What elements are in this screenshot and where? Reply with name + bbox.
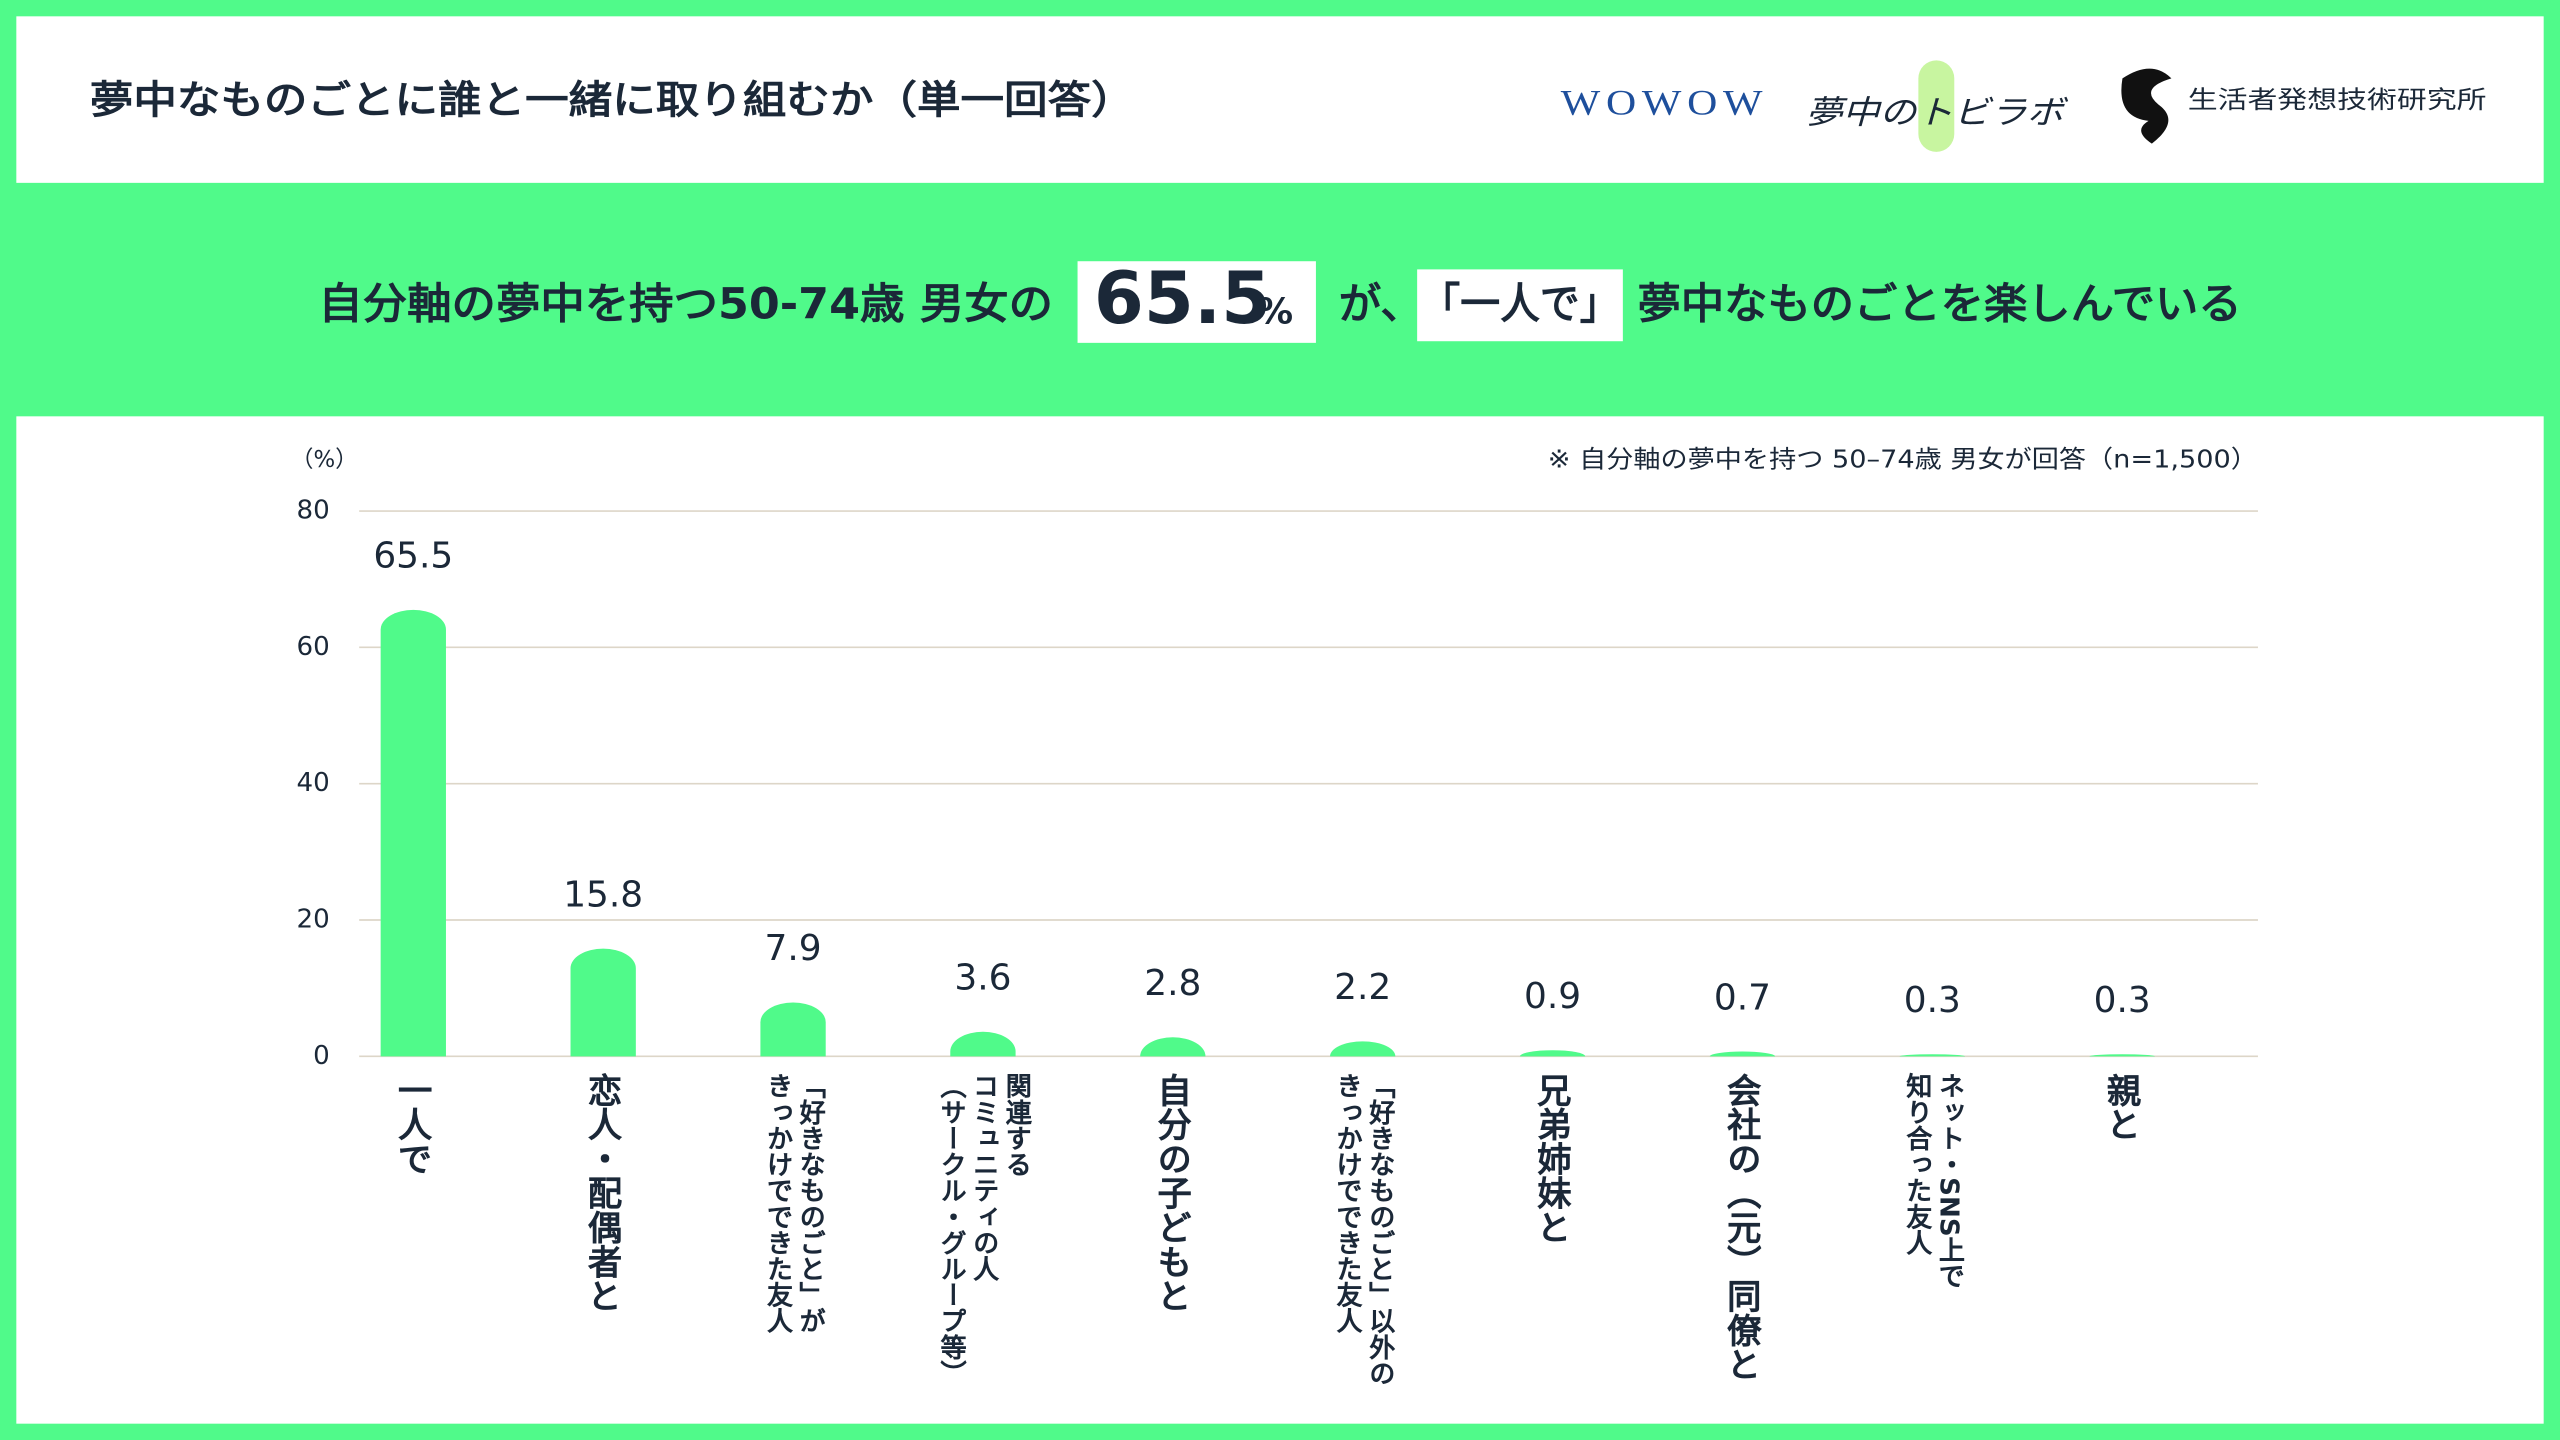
logo-icon [2121, 68, 2172, 144]
y-tick-label: 40 [297, 768, 330, 798]
note: ※ 自分軸の夢中を持つ 50–74歳 男女が回答（n=1,500） [1548, 444, 2258, 473]
bar [2089, 1054, 2155, 1057]
logo-hakuhodo: 生活者発想技術研究所 [2188, 85, 2487, 114]
headline-lead: 自分軸の夢中を持つ50-74歳 男女の [318, 280, 1053, 329]
logo-tobilabo: 夢中のトビラボ [1806, 93, 2069, 131]
y-tick-label: 60 [297, 632, 330, 662]
bar [1330, 1041, 1396, 1057]
x-tick-label: 関連する コミュニティの人 （サークル・グループ等） [935, 1072, 1032, 1387]
x-tick-label-box: 親と [2102, 1072, 2142, 1142]
value-label: 0.7 [1714, 977, 1771, 1018]
y-tick-label: 0 [313, 1041, 330, 1071]
bar [1140, 1037, 1206, 1057]
x-tick-label: 自分の子どもと [1153, 1072, 1193, 1313]
value-label: 0.3 [2094, 980, 2151, 1021]
x-tick-label: 「好きなものごと」が きっかけでできた友人 [762, 1072, 826, 1334]
y-unit-label: （%） [291, 447, 358, 473]
x-tick-label: 親と [2102, 1072, 2142, 1142]
bar [950, 1031, 1016, 1057]
x-tick-label-box: 兄弟姉妹と [1533, 1072, 1573, 1245]
value-label: 2.2 [1334, 967, 1391, 1008]
x-tick-label-box: ネット・SNS上で 知り合った友人 [1901, 1072, 1965, 1289]
x-tick-label-box: 関連する コミュニティの人 （サークル・グループ等） [935, 1072, 1032, 1387]
bar [1899, 1054, 1965, 1057]
value-label: 0.9 [1524, 976, 1581, 1017]
x-tick-label-box: 一人で [393, 1072, 434, 1176]
quote-box [1417, 269, 1623, 342]
headline-tail: 夢中なものごとを楽しんでいる [1638, 280, 2242, 329]
value-label: 2.8 [1144, 963, 1201, 1004]
bar [1519, 1050, 1586, 1057]
highlight-box [1077, 261, 1316, 343]
x-tick-label: 兄弟姉妹と [1533, 1072, 1573, 1245]
headline-middle: が、 [1339, 280, 1423, 329]
value-label: 7.9 [765, 928, 822, 969]
x-tick-label: 一人で [393, 1072, 434, 1176]
logo-accent [1918, 60, 1955, 152]
bar [760, 1002, 826, 1057]
x-tick-label-box: 会社の（元）同僚と [1723, 1072, 1763, 1382]
value-label: 0.3 [1904, 980, 1961, 1021]
x-tick-label-box: 恋人・配偶者と [583, 1072, 623, 1313]
x-tick-label: 「好きなものごと」以外の きっかけでできた友人 [1331, 1072, 1396, 1387]
headline-highlight: 65.5 [1094, 256, 1271, 340]
value-label: 15.8 [563, 874, 643, 915]
value-label: 3.6 [954, 958, 1011, 999]
y-tick-label: 20 [297, 904, 330, 934]
headline-quote: 「一人で」 [1420, 280, 1619, 329]
page-title: 夢中なものごとに誰と一緒に取り組むか（単一回答） [90, 78, 1135, 123]
logo-wowow: WOWOW [1561, 82, 1768, 122]
bar [1709, 1051, 1776, 1057]
x-tick-label: ネット・SNS上で 知り合った友人 [1901, 1072, 1965, 1289]
x-tick-label-box: 自分の子どもと [1153, 1072, 1193, 1313]
bar [380, 609, 446, 1057]
y-tick-label: 80 [297, 496, 330, 526]
bar [570, 948, 636, 1057]
x-tick-label-box: 「好きなものごと」が きっかけでできた友人 [762, 1072, 826, 1334]
value-label: 65.5 [373, 536, 453, 577]
x-tick-label: 会社の（元）同僚と [1723, 1072, 1763, 1382]
x-tick-label-box: 「好きなものごと」以外の きっかけでできた友人 [1331, 1072, 1396, 1387]
x-tick-label: 恋人・配偶者と [583, 1072, 623, 1313]
headline-unit: % [1257, 291, 1293, 332]
